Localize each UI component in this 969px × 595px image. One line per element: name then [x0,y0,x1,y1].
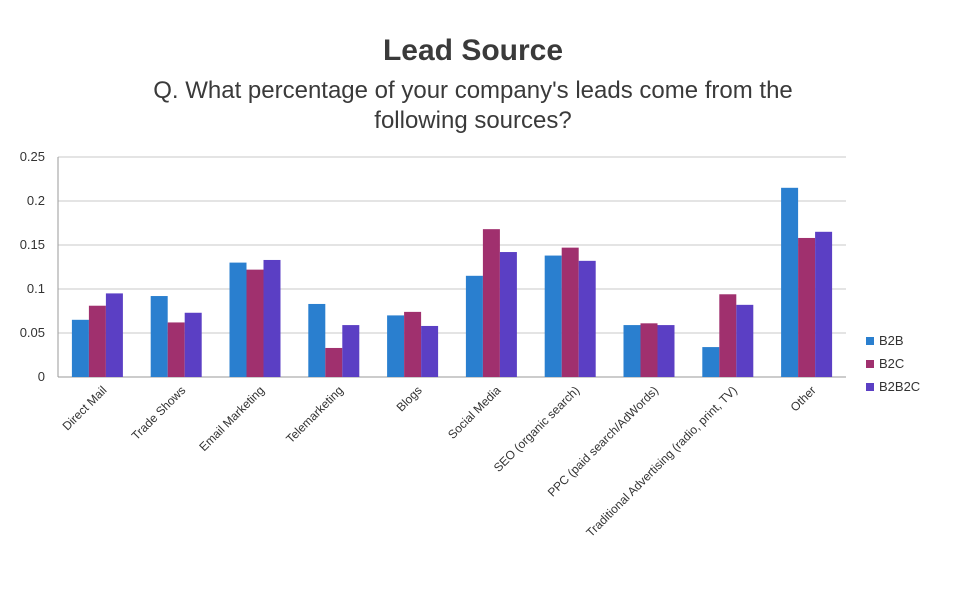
bar-b2b [229,262,247,377]
legend-item-b2c: B2C [866,352,920,375]
bar-b2b [544,255,562,377]
x-tick-label: Trade Shows [129,383,189,443]
y-tick-label: 0.15 [20,237,45,252]
bar-b2c [798,237,816,377]
chart-subtitle-line-2: following sources? [374,107,572,134]
legend-swatch-b2b2c [866,382,874,391]
bar-b2b2c [499,252,517,377]
bar-b2b [623,325,641,377]
bar-b2b2c [578,260,596,377]
x-tick-label: Traditional Advertising (radio, print, T… [583,383,740,540]
x-tick-label: SEO (organic search) [491,383,582,474]
bar-b2b2c [421,325,439,377]
bar-b2c [561,247,579,377]
bar-b2c [88,305,106,377]
bar-b2c [719,294,737,377]
bar-b2b2c [815,231,833,377]
legend-item-b2b: B2B [866,329,920,352]
bar-b2b2c [105,293,123,377]
y-tick-label: 0.25 [20,149,45,164]
y-tick-label: 0.1 [27,281,45,296]
x-tick-label: Social Media [445,383,504,442]
bar-b2c [482,229,500,377]
bar-b2b2c [263,259,281,377]
bar-b2b [702,347,720,377]
bar-b2b [465,275,483,377]
bar-b2b2c [184,312,202,377]
bar-b2b2c [342,325,360,377]
y-tick-label: 0.05 [20,325,45,340]
legend-label-b2b2c: B2B2C [879,379,921,394]
x-tick-label: Direct Mail [60,383,110,433]
legend-label-b2b: B2B [879,333,904,348]
x-tick-label: Other [788,383,819,414]
chart-subtitle: Q. What percentage of your company's lea… [0,76,946,136]
bar-b2c [325,347,343,377]
chart-title: Lead Source [382,34,564,67]
y-tick-label: 0.2 [27,193,45,208]
legend-swatch-b2b [866,336,874,345]
bar-b2b [71,319,89,377]
bar-b2b2c [657,325,675,377]
legend-item-b2b2c: B2B2C [866,375,920,398]
x-tick-label: Blogs [394,383,425,414]
bar-b2c [167,322,185,377]
bar-b2c [246,269,264,377]
bar-b2b2c [736,304,754,377]
x-tick-label: Telemarketing [283,383,346,446]
bar-b2c [640,323,658,377]
bar-b2c [404,311,422,377]
bar-b2b [387,315,405,377]
chart-subtitle-line-1: Q. What percentage of your company's lea… [153,77,793,104]
y-tick-label: 0 [38,369,45,384]
x-tick-label: Email Marketing [196,383,267,454]
legend-label-b2c: B2C [879,356,905,371]
legend-swatch-b2c [866,359,874,368]
bar-b2b [150,296,168,377]
bar-b2b [308,303,326,377]
bar-b2b [781,187,799,377]
legend: B2B B2C B2B2C [866,329,920,398]
